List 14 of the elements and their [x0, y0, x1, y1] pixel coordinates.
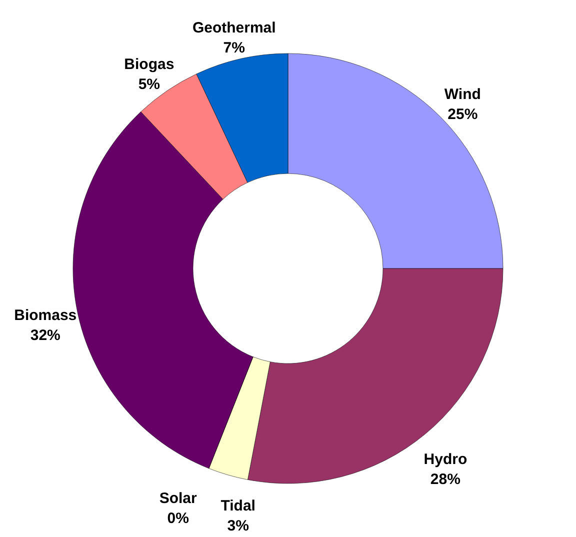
data-label: 7% — [223, 39, 245, 56]
data-label: 25% — [448, 106, 478, 123]
category-label: Solar — [159, 490, 197, 508]
data-label: 32% — [30, 326, 60, 344]
data-label: 3% — [227, 518, 249, 535]
slice-label: Tidal — [220, 498, 256, 515]
slice-label: Wind — [444, 86, 481, 103]
text: 0% — [167, 510, 189, 528]
slice-label: Hydro — [424, 450, 468, 468]
data-label: 28% — [430, 470, 460, 488]
slice-label: Biomass — [14, 306, 77, 324]
slice-label: Geothermal — [192, 19, 276, 36]
data-label: 5% — [138, 76, 160, 94]
slice-label: Biogas — [124, 56, 174, 74]
